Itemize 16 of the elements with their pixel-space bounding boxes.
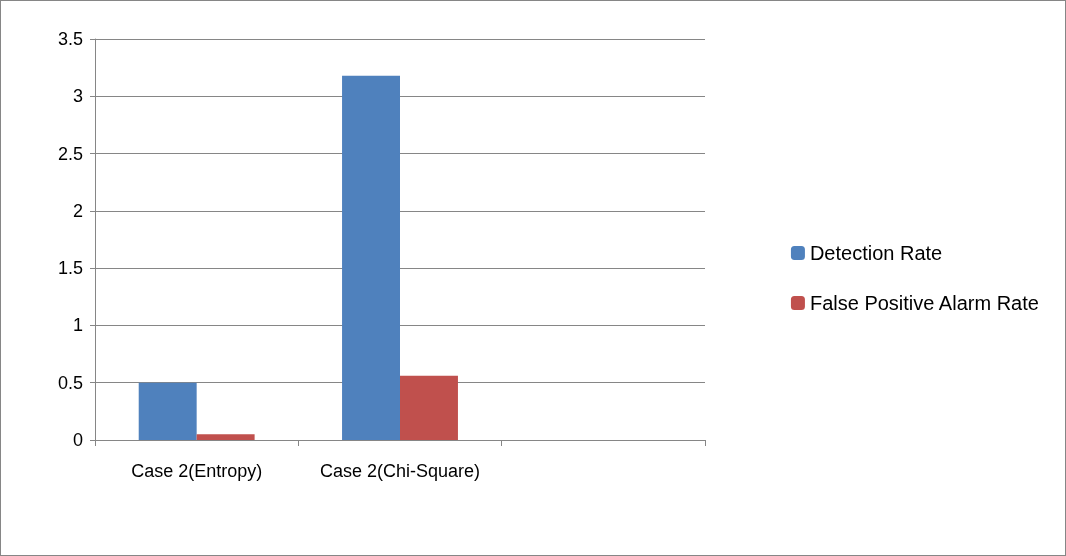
bar	[400, 375, 458, 440]
x-tick-label: Case 2(Entropy)	[131, 461, 263, 481]
legend-label: False Positive Alarm Rate	[809, 292, 1039, 314]
y-tick-label: 3.5	[57, 29, 83, 49]
y-tick-label: 2.5	[57, 143, 83, 164]
y-tick-label: 1	[72, 315, 83, 336]
y-tick-label: 0	[72, 430, 83, 450]
y-tick-label: 3	[72, 86, 83, 107]
y-tick-label: 1.5	[57, 258, 83, 279]
y-tick-label: 0.5	[57, 372, 83, 393]
bar	[196, 434, 255, 440]
y-tick-label: 2	[72, 200, 83, 221]
legend-label: Detection Rate	[809, 242, 943, 264]
bar	[342, 75, 400, 440]
x-tick-label: Case 2(Chi-Square)	[319, 461, 481, 481]
bar	[138, 382, 197, 440]
